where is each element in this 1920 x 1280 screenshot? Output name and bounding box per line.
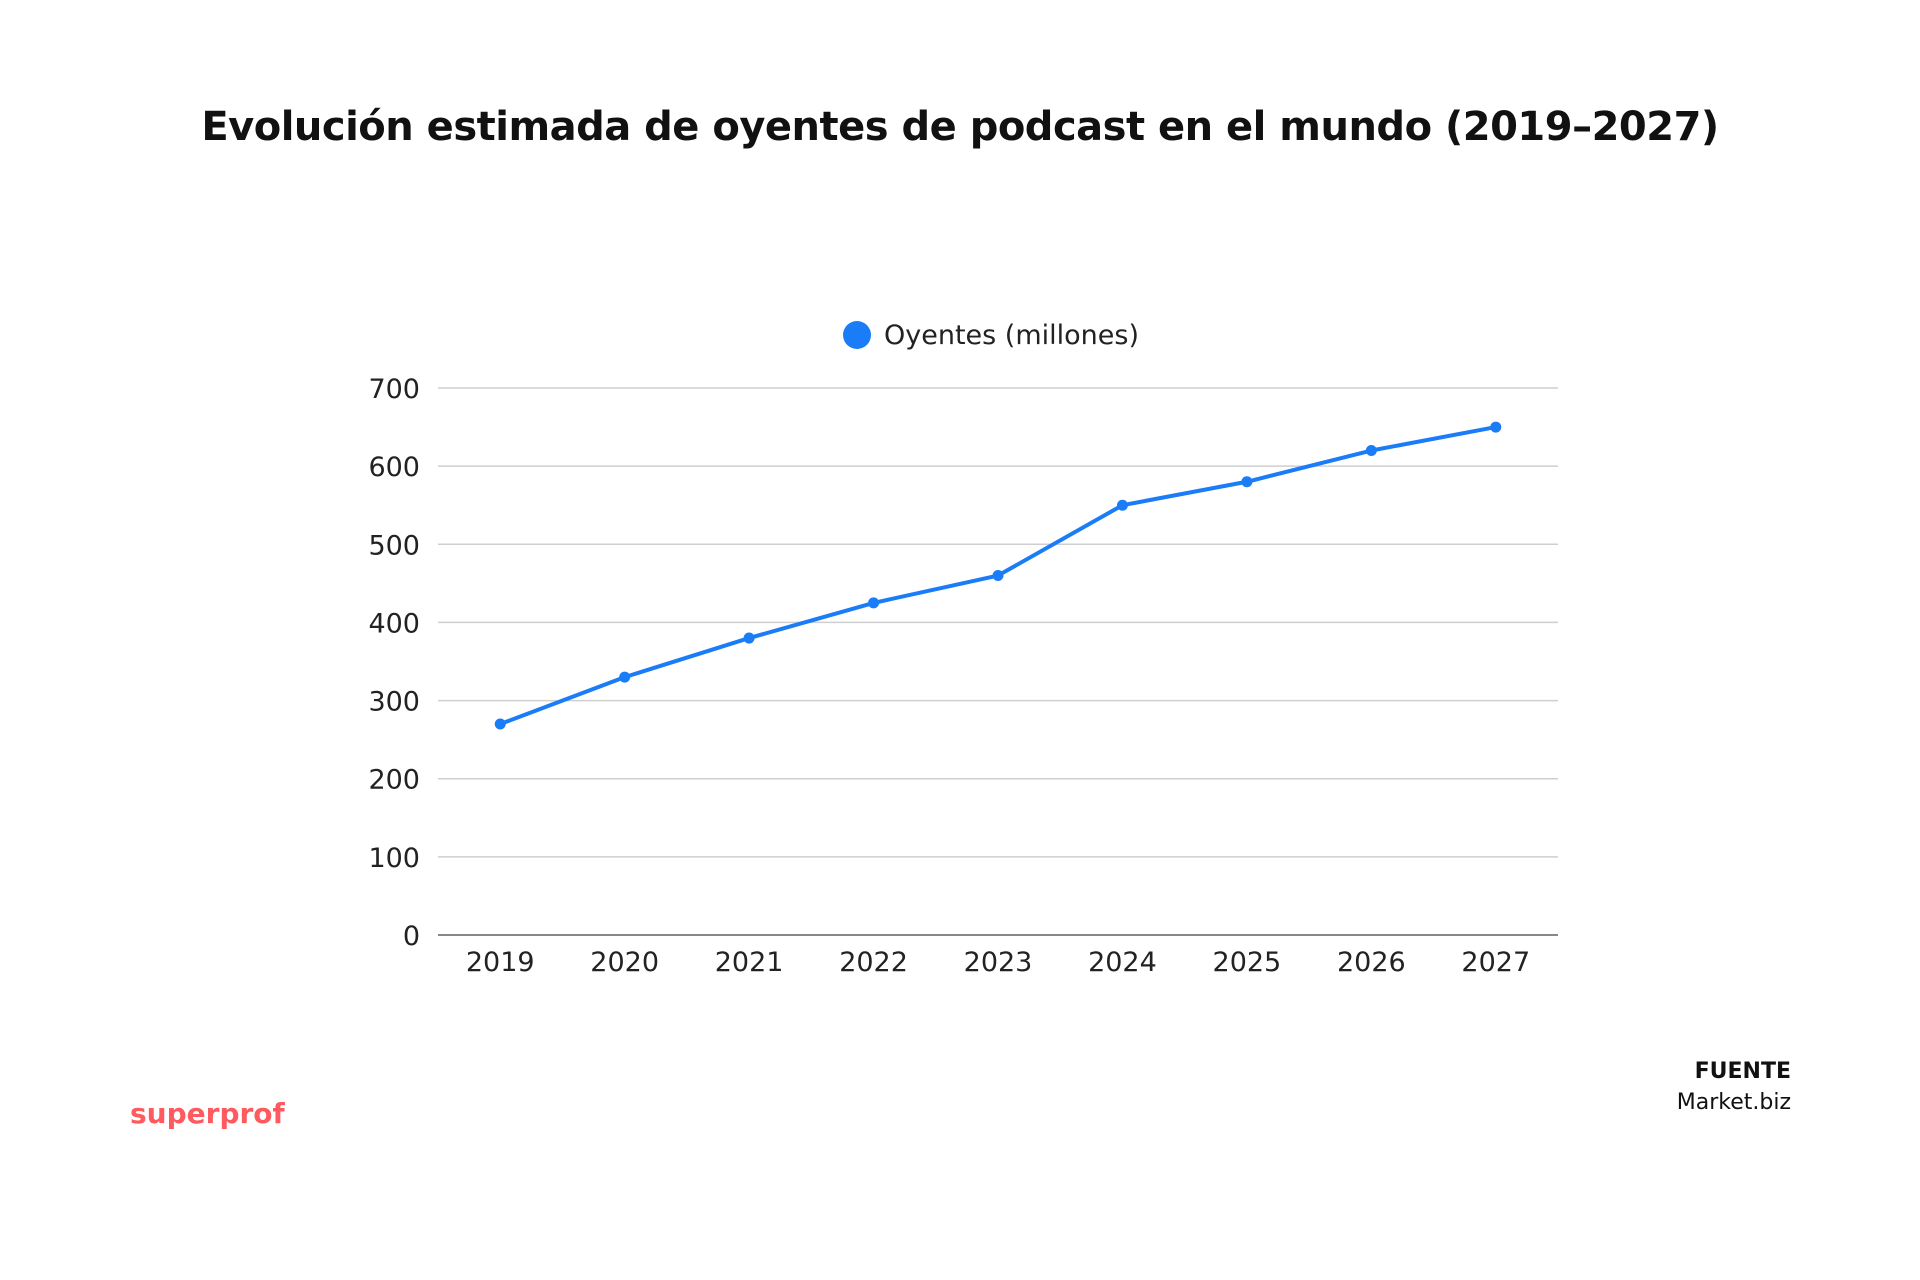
brand-logo: superprof — [130, 1097, 285, 1130]
x-tick-label: 2027 — [1461, 947, 1530, 978]
y-tick-label: 600 — [368, 452, 420, 483]
data-point — [619, 671, 631, 683]
y-tick-label: 100 — [368, 843, 420, 874]
y-tick-label: 400 — [368, 608, 420, 639]
chart-title: Evolución estimada de oyentes de podcast… — [201, 104, 1719, 150]
legend-marker — [843, 321, 871, 349]
x-tick-label: 2026 — [1337, 947, 1406, 978]
source-label: FUENTE — [1694, 1059, 1791, 1084]
x-tick-label: 2020 — [590, 947, 659, 978]
data-point — [1365, 445, 1377, 457]
data-point — [1241, 476, 1253, 488]
y-tick-label: 300 — [368, 687, 420, 718]
data-point — [868, 597, 880, 609]
source: FUENTE Market.biz — [1677, 1056, 1791, 1118]
data-point — [992, 570, 1004, 582]
x-tick-label: 2022 — [839, 947, 908, 978]
x-tick-label: 2025 — [1213, 947, 1282, 978]
data-point — [1490, 421, 1502, 433]
y-tick-label: 0 — [403, 921, 420, 952]
x-tick-label: 2023 — [964, 947, 1033, 978]
x-tick-label: 2024 — [1088, 947, 1157, 978]
data-point — [1116, 499, 1128, 511]
legend: Oyentes (millones) — [843, 320, 1139, 351]
y-tick-label: 700 — [368, 374, 420, 405]
legend-label: Oyentes (millones) — [884, 320, 1139, 351]
y-tick-label: 200 — [368, 765, 420, 796]
data-point — [743, 632, 755, 644]
x-tick-label: 2019 — [466, 947, 535, 978]
y-tick-label: 500 — [368, 530, 420, 561]
data-point — [494, 718, 506, 730]
source-value: Market.biz — [1676, 1090, 1791, 1115]
x-tick-label: 2021 — [715, 947, 784, 978]
